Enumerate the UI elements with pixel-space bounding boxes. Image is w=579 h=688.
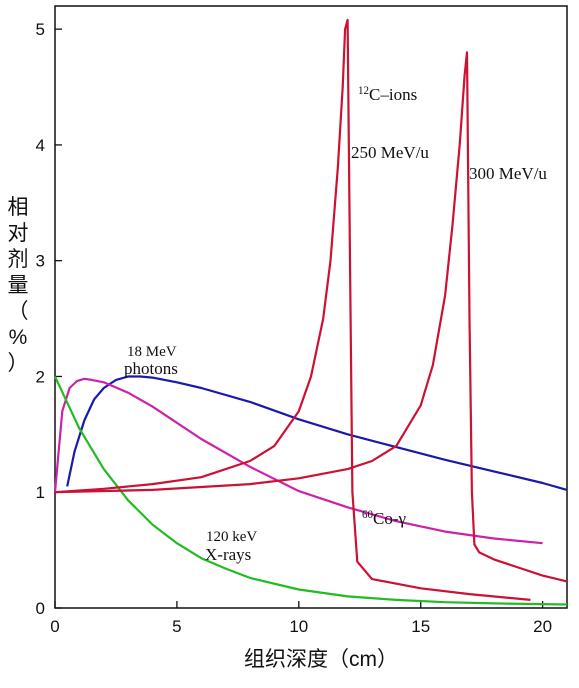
- x-axis-title: 组织深度（cm）: [244, 648, 398, 671]
- label-12c-ions: 12C–ions: [358, 85, 417, 104]
- co60-gamma-curve: [53, 377, 543, 545]
- y-axis-title: 相对剂量（%）: [8, 196, 29, 375]
- label-250mevu: 250 MeV/u: [351, 143, 429, 162]
- carbon-300mevu-curve: [54, 51, 568, 583]
- label-xrays: X-rays: [205, 545, 251, 564]
- label-300mevu: 300 MeV/u: [469, 164, 547, 183]
- series: [53, 18, 568, 606]
- label-co60-gamma: 60Co-γ: [362, 509, 407, 528]
- x-tick-label: 0: [50, 617, 59, 636]
- x-tick-label: 15: [411, 617, 430, 636]
- plot-frame: [54, 5, 568, 609]
- y-tick-label: 3: [36, 252, 45, 271]
- label-photons: photons: [124, 359, 178, 378]
- xray-120kev-curve: [54, 376, 568, 606]
- axes: [54, 5, 568, 609]
- y-tick-label: 0: [36, 599, 45, 618]
- y-tick-label: 5: [36, 20, 45, 39]
- photons-18mev-curve: [66, 375, 568, 491]
- y-tick-label: 4: [36, 136, 45, 155]
- y-tick-label: 1: [36, 483, 45, 502]
- x-tick-label: 10: [289, 617, 308, 636]
- label-120kev: 120 keV: [206, 529, 257, 545]
- x-tick-label: 5: [172, 617, 181, 636]
- y-axis-title-text: 相对剂量（%）: [8, 196, 29, 375]
- label-18mev: 18 MeV: [127, 344, 177, 360]
- carbon-250mevu-curve: [54, 18, 531, 601]
- x-tick-label: 20: [533, 617, 552, 636]
- y-tick-label: 2: [36, 367, 45, 386]
